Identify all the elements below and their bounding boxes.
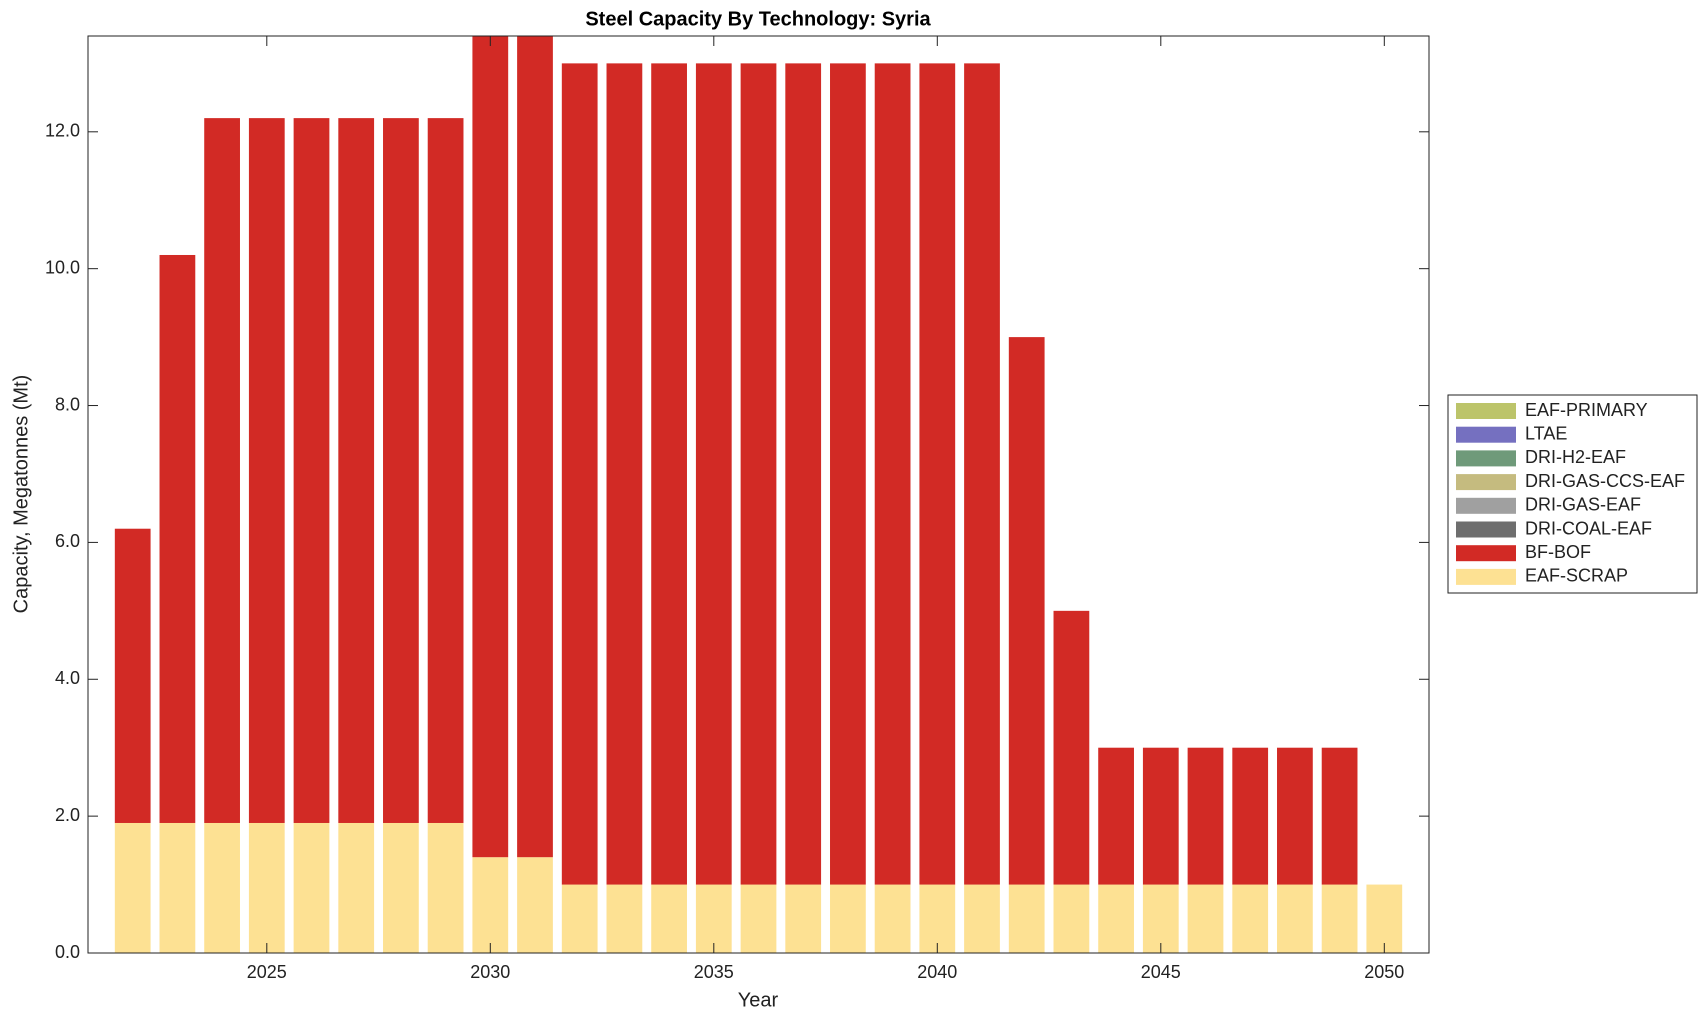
bar-segment xyxy=(1053,610,1090,885)
bar-segment xyxy=(472,857,509,953)
x-tick-label: 2050 xyxy=(1364,962,1404,982)
bar-segment xyxy=(1366,884,1403,953)
bar-segment xyxy=(159,254,196,823)
bar-segment xyxy=(204,822,240,953)
bar-segment xyxy=(1187,747,1224,885)
bar-segment xyxy=(383,822,419,953)
y-tick-label: 6.0 xyxy=(55,531,80,551)
legend-swatch xyxy=(1456,497,1516,514)
y-tick-label: 10.0 xyxy=(45,257,80,277)
bar-segment xyxy=(338,118,375,823)
bar-segment xyxy=(1008,337,1045,885)
bar-segment xyxy=(114,822,151,953)
bar-segment xyxy=(964,884,1000,953)
bar-segment xyxy=(1142,884,1179,953)
bar-segment xyxy=(1232,747,1269,885)
y-axis-label: Capacity, Megatonnes (Mt) xyxy=(10,375,32,614)
x-tick-label: 2045 xyxy=(1141,962,1181,982)
bar-segment xyxy=(606,63,643,885)
bar-segment xyxy=(919,884,956,953)
bar-segment xyxy=(561,884,598,953)
bar-segment xyxy=(1142,747,1179,885)
bar-segment xyxy=(383,118,419,823)
legend-label: EAF-SCRAP xyxy=(1525,566,1628,586)
bar-segment xyxy=(1053,884,1090,953)
bar-segment xyxy=(114,528,151,823)
chart-title: Steel Capacity By Technology: Syria xyxy=(585,8,931,30)
bar-segment xyxy=(1187,884,1224,953)
bar-segment xyxy=(472,36,509,858)
bar-segment xyxy=(740,884,777,953)
y-tick-label: 8.0 xyxy=(55,394,80,414)
legend-swatch xyxy=(1456,521,1516,538)
bar-segment xyxy=(785,63,822,885)
bar-segment xyxy=(1277,884,1313,953)
bar-segment xyxy=(830,63,866,885)
y-tick-label: 2.0 xyxy=(55,805,80,825)
legend-label: LTAE xyxy=(1525,423,1567,443)
bar-segment xyxy=(695,884,732,953)
bar-segment xyxy=(606,884,643,953)
bar-segment xyxy=(561,63,598,885)
y-tick-label: 12.0 xyxy=(45,121,80,141)
legend-swatch xyxy=(1456,403,1516,419)
bar-segment xyxy=(695,63,732,885)
bar-segment xyxy=(1098,747,1134,885)
bar-segment xyxy=(293,118,330,823)
legend-swatch xyxy=(1456,545,1516,562)
legend-label: DRI-GAS-CCS-EAF xyxy=(1525,471,1685,491)
x-tick-label: 2030 xyxy=(470,962,510,982)
legend-label: EAF-PRIMARY xyxy=(1525,400,1648,420)
bar-segment xyxy=(159,822,196,953)
x-tick-label: 2035 xyxy=(694,962,734,982)
bar-segment xyxy=(1321,884,1358,953)
bar-segment xyxy=(1008,884,1045,953)
bar-segment xyxy=(248,822,285,953)
bar-segment xyxy=(919,63,956,885)
bar-segment xyxy=(1098,884,1134,953)
legend-label: DRI-H2-EAF xyxy=(1525,447,1626,467)
plot-frame xyxy=(87,35,1430,954)
bar-segment xyxy=(204,118,240,823)
bar-segment xyxy=(427,822,464,953)
bar-segment xyxy=(1232,884,1269,953)
legend-label: DRI-COAL-EAF xyxy=(1525,518,1652,538)
bar-segment xyxy=(517,36,553,858)
x-tick-label: 2040 xyxy=(917,962,957,982)
bars xyxy=(114,36,1403,953)
bar-segment xyxy=(740,63,777,885)
bar-segment xyxy=(651,884,687,953)
bar-segment xyxy=(651,63,687,885)
y-tick-label: 4.0 xyxy=(55,668,80,688)
bar-segment xyxy=(964,63,1000,885)
bar-segment xyxy=(830,884,866,953)
bar-segment xyxy=(1277,747,1313,885)
legend-label: BF-BOF xyxy=(1525,542,1591,562)
bar-segment xyxy=(1321,747,1358,885)
bar-segment xyxy=(517,857,553,953)
bar-segment xyxy=(293,822,330,953)
bar-segment xyxy=(248,118,285,823)
bar-segment xyxy=(785,884,822,953)
legend-swatch xyxy=(1456,568,1516,585)
bar-segment xyxy=(427,118,464,823)
bar-segment xyxy=(338,822,375,953)
legend-swatch xyxy=(1456,426,1516,443)
legend-swatch xyxy=(1456,474,1516,491)
bar-segment xyxy=(874,63,911,885)
legend-label: DRI-GAS-EAF xyxy=(1525,495,1641,515)
x-axis-label: Year xyxy=(738,989,779,1011)
legend-swatch xyxy=(1456,450,1516,467)
bar-segment xyxy=(874,884,911,953)
y-tick-label: 0.0 xyxy=(55,942,80,962)
x-tick-label: 2025 xyxy=(247,962,287,982)
